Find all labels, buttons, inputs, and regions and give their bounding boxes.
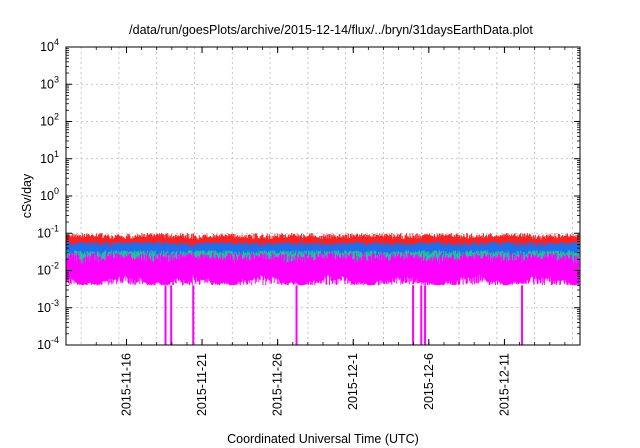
y-tick-label: 10-2 (37, 261, 59, 278)
x-axis-label: Coordinated Universal Time (UTC) (227, 432, 419, 446)
x-tick-label: 2015-11-21 (195, 353, 209, 416)
x-tick-label: 2015-11-26 (271, 353, 285, 416)
y-tick-label: 10-3 (37, 298, 59, 315)
y-tick-label: 102 (40, 112, 59, 129)
series-layer (66, 233, 580, 345)
x-tick-label: 2015-11-16 (119, 353, 133, 416)
y-tick-label: 100 (40, 186, 59, 203)
x-tick-label: 2015-12-11 (497, 353, 511, 416)
y-tick-label: 101 (40, 149, 59, 166)
y-tick-label: 103 (40, 74, 59, 91)
grid (66, 47, 580, 345)
y-tick-label: 104 (40, 37, 59, 54)
chart-title: /data/run/goesPlots/archive/2015-12-14/f… (129, 23, 533, 37)
y-tick-label: 10-1 (37, 223, 59, 240)
y-tick-label: 10-4 (37, 335, 59, 352)
y-axis-label: cSv/day (20, 173, 34, 218)
ticks: 10-4 10-3 10-2 10-1 100 101 102 103 104 2015-11-1… (37, 37, 580, 416)
x-tick-label: 2015-12-1 (346, 353, 360, 410)
x-tick-label: 2015-12-6 (422, 353, 436, 410)
series-band-4 (66, 252, 580, 286)
